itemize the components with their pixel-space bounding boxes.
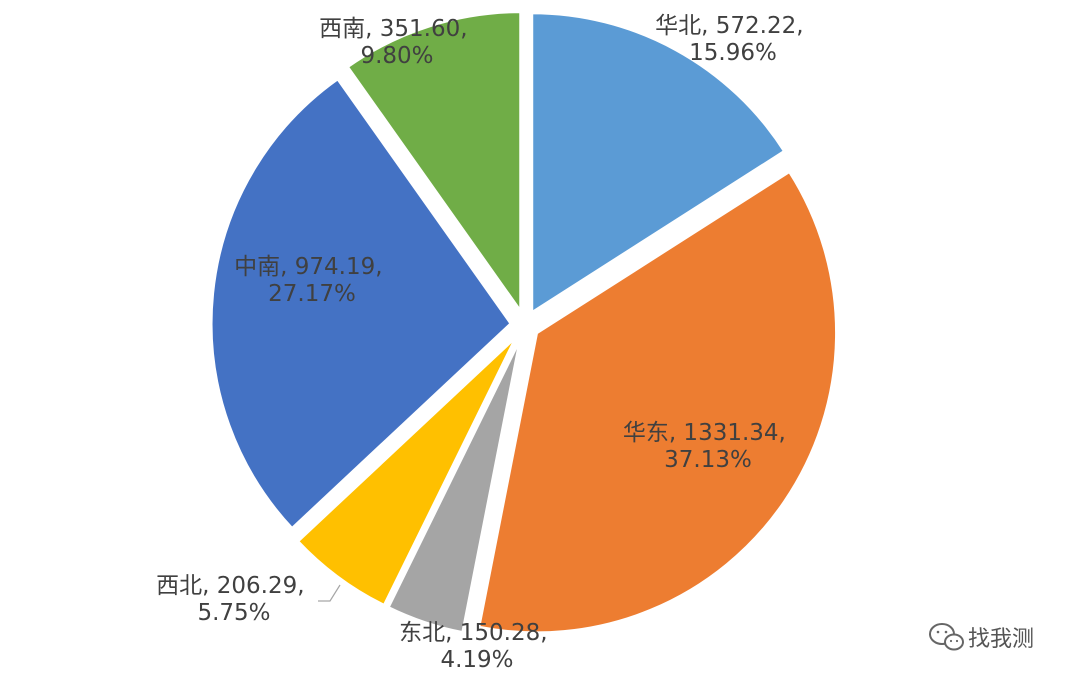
data-label: 东北, 150.28, 4.19% [399, 620, 555, 673]
data-label-line2: 27.17% [268, 281, 356, 307]
pie-slice [345, 10, 523, 317]
data-label-line2: 4.19% [440, 647, 513, 673]
pie-slice [386, 337, 522, 635]
data-label-line1: 西南, 351.60, [319, 16, 467, 42]
pie-slice [530, 11, 787, 316]
data-label: 西南, 351.60, 9.80% [319, 16, 475, 69]
pie-slices [209, 10, 839, 635]
watermark-text: 找我测 [968, 627, 1034, 652]
pie-slice [477, 169, 839, 635]
wechat-icon [929, 623, 964, 651]
data-label-line1: 华东, 1331.34, [623, 420, 786, 446]
leader-line-xibei [318, 584, 341, 602]
data-label-line2: 9.80% [360, 43, 433, 69]
data-label-line2: 15.96% [689, 40, 777, 66]
data-label: 中南, 974.19, 27.17% [234, 254, 390, 307]
data-label-line2: 5.75% [197, 600, 270, 626]
data-label-line2: 37.13% [664, 447, 752, 473]
data-label-line1: 东北, 150.28, [399, 620, 547, 646]
data-label: 华东, 1331.34, 37.13% [623, 420, 793, 473]
data-label: 西北, 206.29, 5.75% [156, 573, 312, 626]
data-label: 华北, 572.22, 15.96% [655, 13, 811, 66]
pie-slice [295, 335, 519, 608]
data-label-line1: 西北, 206.29, [156, 573, 304, 599]
pie-slice [209, 76, 514, 531]
watermark: 找我测 [929, 623, 1034, 652]
data-labels: 华北, 572.22, 15.96% 华东, 1331.34, 37.13% 东… [156, 13, 811, 673]
data-label-line1: 华北, 572.22, [655, 13, 803, 39]
data-label-line1: 中南, 974.19, [234, 254, 382, 280]
